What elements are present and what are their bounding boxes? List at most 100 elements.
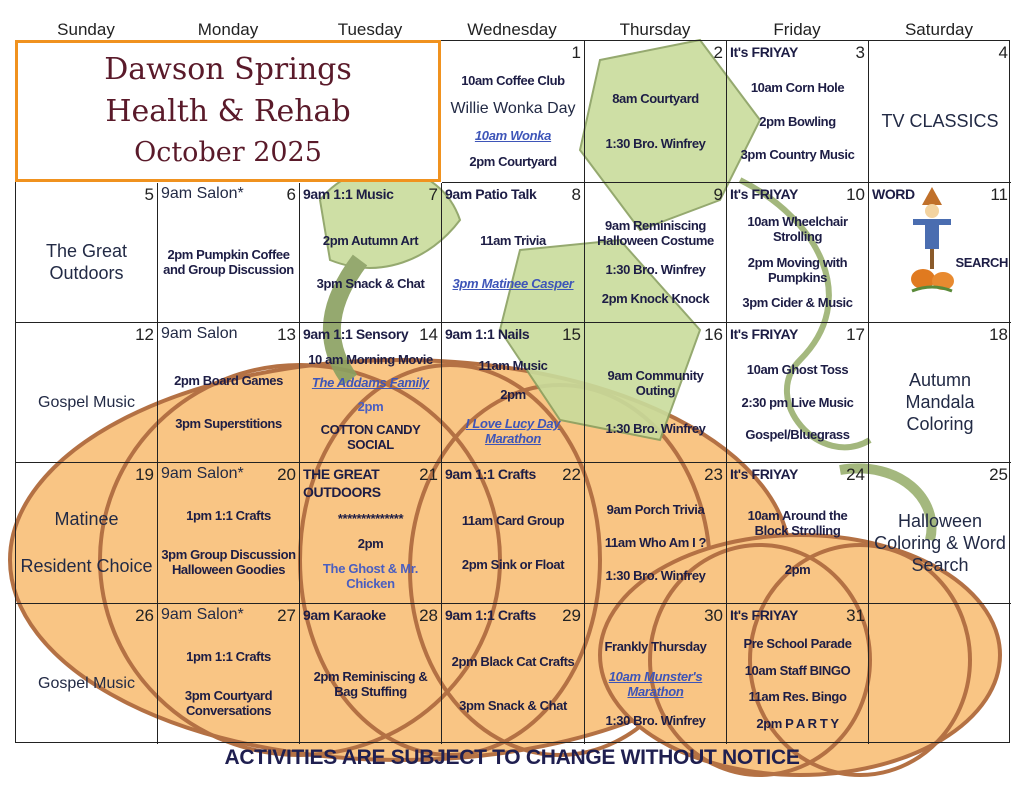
day-activities: Pre School Parade 10am Staff BINGO 11am Re… xyxy=(730,625,865,742)
day-number: 12 xyxy=(135,325,154,344)
day-activities: Frankly Thursday 10am Munster's Marathon 1… xyxy=(588,625,723,742)
day-activities: 9am Reminiscing Halloween Costume 1:30 Br… xyxy=(588,204,723,320)
day-activities: 10am Wheelchair Strolling 2pm Moving with… xyxy=(730,204,865,320)
day-cell-header: 2 xyxy=(588,43,723,62)
day-header-tuesday: Tuesday xyxy=(337,20,403,39)
day-cell-header: 9am 1:1 Sensory 14 xyxy=(303,325,438,344)
activity-line: 10am Coffee Club xyxy=(461,72,565,88)
day-cell-header: 23 xyxy=(588,465,723,484)
activity-line: Autumn Mandala Coloring xyxy=(905,370,975,434)
day-cell-14: 9am 1:1 Sensory 14 10 am Morning Movie The … xyxy=(300,323,442,463)
activity-line: 9am Patio Talk xyxy=(445,186,537,202)
activity-line: 1:30 Bro. Winfrey xyxy=(605,135,706,151)
day-cell-header: 9am 1:1 Crafts 22 xyxy=(445,465,581,484)
activity-line: 10am Ghost Toss xyxy=(746,361,849,377)
activity-line: It's FRIYAY xyxy=(730,44,798,60)
day-number: 9 xyxy=(713,185,723,204)
day-cell-header: 9am 1:1 Crafts 29 xyxy=(445,606,581,625)
day-activities: 2pm Reminiscing & Bag Stuffing xyxy=(303,625,438,742)
activity-line: 10am Wheelchair Strolling xyxy=(747,214,848,245)
day-cell-26: 26 Gospel Music xyxy=(16,604,158,744)
activity-line: 2:30 pm Live Music xyxy=(741,394,854,410)
day-cell-header: 19 xyxy=(19,465,154,484)
day-cell-3: It's FRIYAY 3 10am Corn Hole 2pm Bowling 3pm… xyxy=(727,41,869,183)
month-title: October 2025 xyxy=(134,137,322,168)
day-cell-19: 19 Matinee Resident Choice xyxy=(16,463,158,604)
day-activities: Halloween Coloring & Word Search xyxy=(872,484,1008,601)
day-cell-31: It's FRIYAY 31 Pre School Parade 10am Staff… xyxy=(727,604,869,744)
activity-line: Gospel Music xyxy=(38,393,135,411)
day-number: 27 xyxy=(277,606,296,625)
activity-line: 1:30 Bro. Winfrey xyxy=(605,421,706,437)
day-header-thursday: Thursday xyxy=(619,20,691,39)
day-activities: 11am Music 2pm I Love Lucy Day Marathon xyxy=(445,344,581,460)
day-cell-8: 9am Patio Talk 8 11am Trivia 3pm Matinee Ca… xyxy=(442,183,585,323)
day-cell-7: 9am 1:1 Music 7 2pm Autumn Art 3pm Snack & … xyxy=(300,183,442,323)
activity-line: 10am Corn Hole xyxy=(750,80,845,96)
day-activities: ************** 2pm The Ghost & Mr. Chicken xyxy=(303,501,438,601)
day-header-sunday: Sunday xyxy=(57,20,115,39)
activity-line: 3pm Cider & Music xyxy=(742,294,853,310)
day-cell-header: 12 xyxy=(19,325,154,344)
activity-line: 9am Salon* xyxy=(161,606,244,623)
activity-line: 9am Reminiscing Halloween Costume xyxy=(597,218,714,248)
day-activities: 1pm 1:1 Crafts 3pm Courtyard Conversation… xyxy=(161,625,296,742)
day-number: 18 xyxy=(989,325,1008,344)
day-activities: 2pm Board Games 3pm Superstitions xyxy=(161,344,296,460)
activity-line: 2pm P A R T Y xyxy=(756,715,839,731)
day-cell-16: 16 9am Community Outing 1:30 Bro. Winfrey xyxy=(585,323,727,463)
activity-line: 2pm Board Games xyxy=(174,372,283,388)
day-cell-28: 9am Karaoke 28 2pm Reminiscing & Bag Stuff… xyxy=(300,604,442,744)
activity-line: 11am Who Am I ? xyxy=(604,535,707,550)
day-cell-30: 30 Frankly Thursday 10am Munster's Maratho… xyxy=(585,604,727,744)
movie-link[interactable]: 10am Wonka xyxy=(474,128,552,144)
activity-line: 3pm Group Discussion Halloween Goodies xyxy=(161,547,296,577)
day-header-saturday: Saturday xyxy=(904,20,974,39)
activity-line: 8am Courtyard xyxy=(612,91,699,107)
movie-link[interactable]: I Love Lucy Day Marathon xyxy=(465,416,561,446)
movie-link[interactable]: 3pm Matinee Casper xyxy=(452,276,574,292)
day-number: 4 xyxy=(998,43,1008,62)
activity-line: Gospel/Bluegrass xyxy=(745,427,850,443)
activity-line: 2pm Knock Knock xyxy=(601,291,710,306)
activity-line: 2pm xyxy=(784,562,811,577)
day-number: 3 xyxy=(855,43,865,62)
day-cell-header: 9am Karaoke 28 xyxy=(303,606,438,625)
day-number: 21 xyxy=(419,465,438,484)
activity-line: TV CLASSICS xyxy=(881,111,999,131)
activity-line: It's FRIYAY xyxy=(730,607,798,623)
day-activities: 10am Ghost Toss 2:30 pm Live Music Gospel/… xyxy=(730,344,865,460)
day-cell-header: It's FRIYAY 3 xyxy=(730,43,865,62)
activity-line: 9am Salon* xyxy=(161,185,244,202)
activity-line: COTTON CANDY SOCIAL xyxy=(320,421,421,452)
day-header-friday: Friday xyxy=(773,20,821,39)
disclaimer-footer: ACTIVITIES ARE SUBJECT TO CHANGE WITHOUT… xyxy=(224,746,800,769)
day-activities: 2pm Autumn Art 3pm Snack & Chat xyxy=(303,204,438,320)
activity-line: 11am Card Group xyxy=(461,513,565,528)
calendar-grid: 1 10am Coffee Club Willie Wonka Day 10am Wo… xyxy=(15,40,1011,744)
activity-line: 9am Salon* xyxy=(161,465,244,482)
activity-line: 1pm 1:1 Crafts xyxy=(186,508,271,523)
day-cell-6: 9am Salon* 6 2pm Pumpkin Coffee and Group … xyxy=(158,183,300,323)
activity-line: 10am Staff BINGO xyxy=(744,662,851,678)
activity-line: The Great Outdoors xyxy=(45,241,128,283)
day-cell-11: WORD 11 SEARCH xyxy=(869,183,1011,323)
activity-line: Frankly Thursday xyxy=(604,639,707,655)
day-cell-header: 9am Salon 13 xyxy=(161,325,296,344)
activity-line: 2pm Courtyard xyxy=(469,154,557,170)
activity-line: 9am Porch Trivia xyxy=(606,502,705,517)
activity-line: 11am Trivia xyxy=(480,232,546,248)
movie-link[interactable]: 10am Munster's Marathon xyxy=(608,668,703,699)
movie-link[interactable]: The Addams Family xyxy=(311,375,430,391)
activity-line: 1:30 Bro. Winfrey xyxy=(605,712,706,728)
activity-line: 9am 1:1 Music xyxy=(303,186,394,202)
activity-line: 2pm xyxy=(357,536,384,551)
activity-line: 2pm Bowling xyxy=(759,113,836,129)
day-activities: Autumn Mandala Coloring xyxy=(872,344,1008,460)
day-cell-header: 26 xyxy=(19,606,154,625)
activity-line: 2pm Moving with Pumpkins xyxy=(747,254,848,285)
activity-line: 10 am Morning Movie xyxy=(308,352,433,368)
day-cell-header: 9am 1:1 Nails 15 xyxy=(445,325,581,344)
activity-line: 2pm Reminiscing & Bag Stuffing xyxy=(313,668,428,699)
activity-line: THE GREAT OUTDOORS xyxy=(303,466,381,500)
